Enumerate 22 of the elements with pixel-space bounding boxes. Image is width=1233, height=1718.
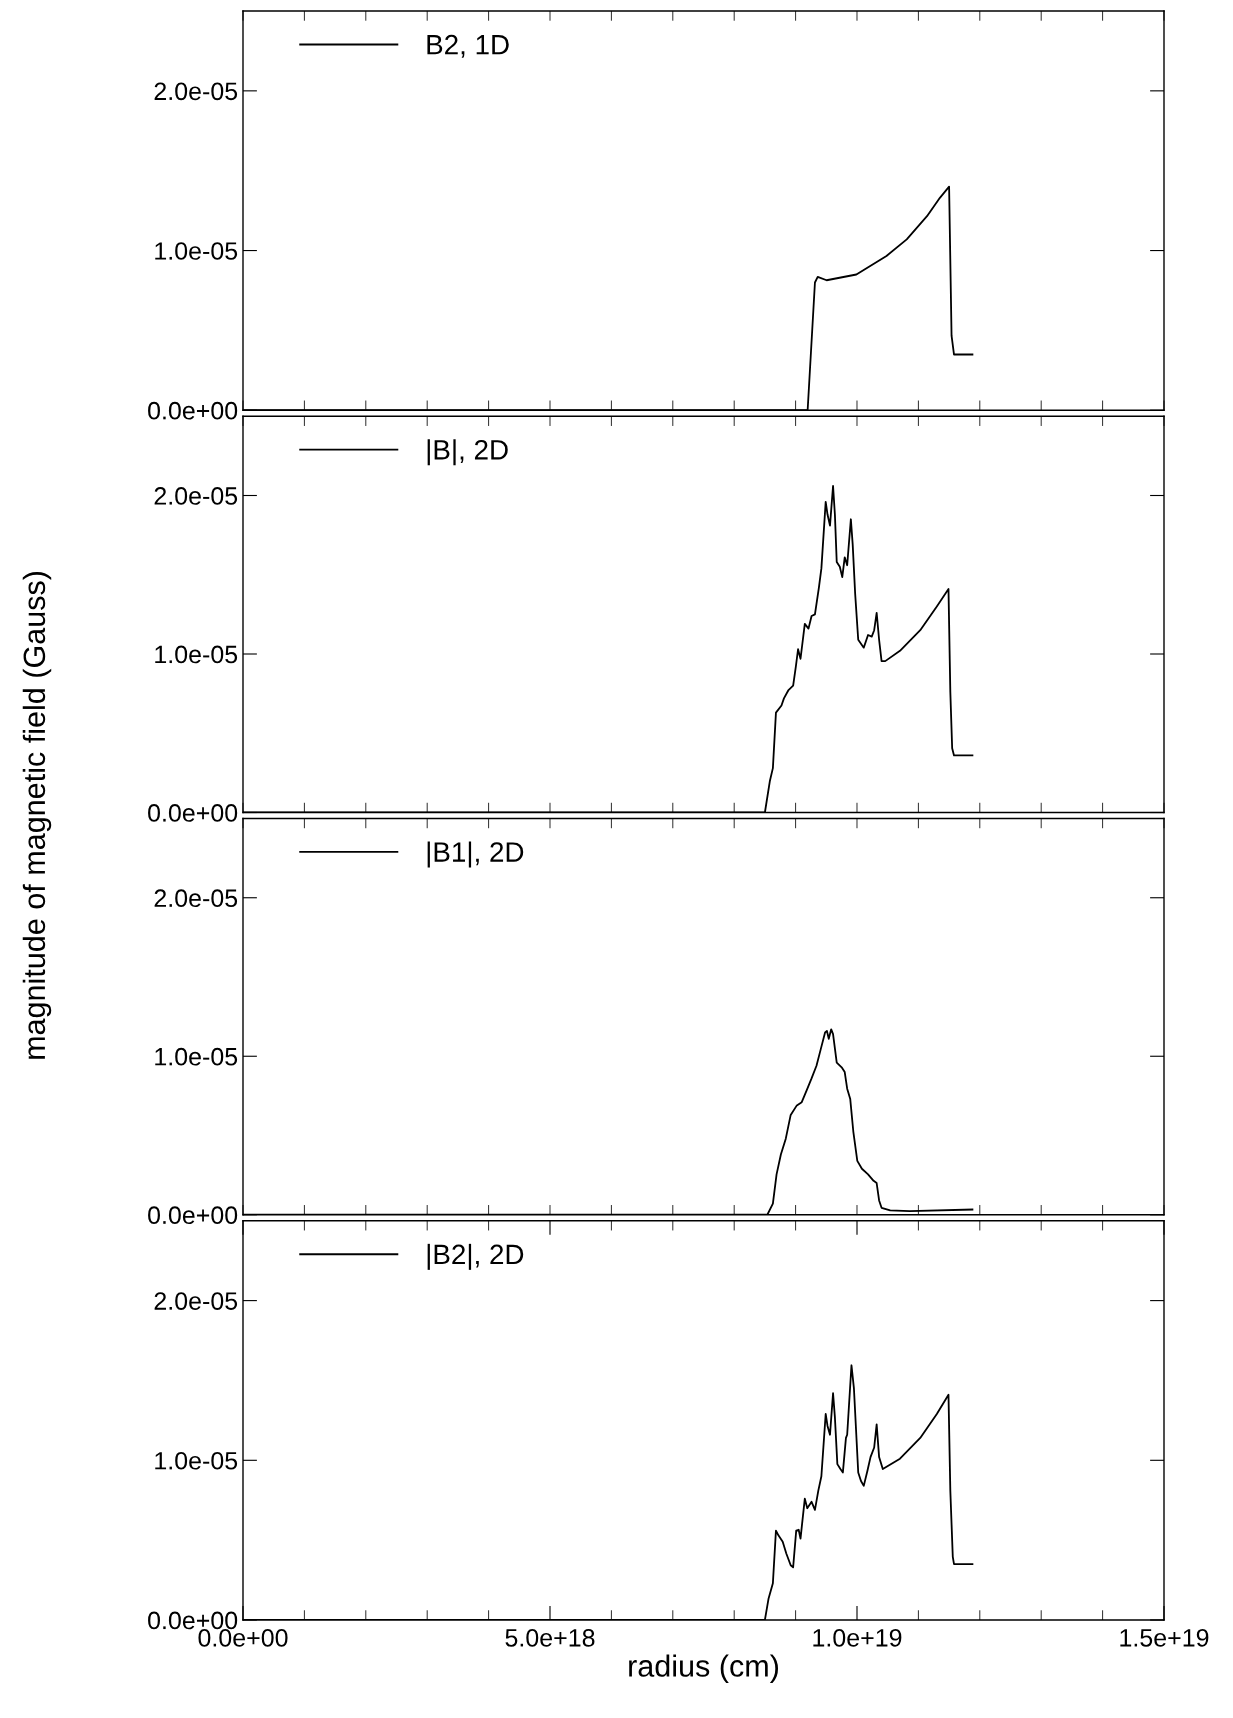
y-tick-label: 2.0e-05: [154, 82, 238, 101]
legend-label: |B1|, 2D: [427, 841, 524, 868]
y-tick-label: 0.0e+00: [148, 1206, 238, 1225]
x-axis-title: radius (cm): [629, 1654, 778, 1683]
x-tick-label: 0.0e+00: [198, 1628, 288, 1647]
x-tick-label: 5.0e+18: [505, 1628, 595, 1647]
legend-label: |B|, 2D: [427, 439, 508, 466]
y-tick-label: 2.0e-05: [154, 889, 238, 908]
y-axis-title: magnitude of magnetic field (Gauss): [22, 571, 52, 1059]
y-tick-label: 2.0e-05: [154, 487, 238, 505]
y-tick-label: 1.0e-05: [155, 645, 238, 664]
y-tick-label: 1.0e-05: [155, 1047, 238, 1066]
y-tick-label: 1.0e-05: [155, 242, 238, 260]
y-tick-label: 0.0e+00: [148, 804, 238, 822]
y-tick-label: 0.0e+00: [148, 1611, 238, 1630]
y-tick-label: 2.0e-05: [154, 1292, 238, 1310]
x-tick-label: 1.0e+19: [813, 1628, 902, 1647]
y-tick-label: 1.0e-05: [155, 1451, 238, 1470]
legend-label: |B2|, 2D: [427, 1243, 524, 1270]
x-tick-label: 1.5e+19: [1120, 1628, 1209, 1647]
y-tick-label: 0.0e+00: [148, 401, 238, 420]
legend-label: B2, 1D: [427, 34, 509, 58]
